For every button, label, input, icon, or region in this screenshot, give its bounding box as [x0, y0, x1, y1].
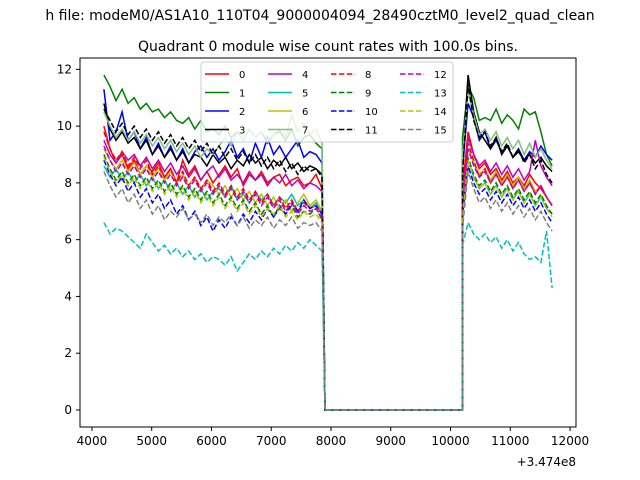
legend-label-11: 11: [365, 126, 378, 137]
legend-label-2: 2: [239, 107, 245, 118]
series-line-15: [103, 171, 553, 411]
legend-label-12: 12: [434, 70, 447, 81]
x-tick-label: 8000: [316, 434, 347, 448]
y-tick-label: 0: [64, 403, 72, 417]
axes: 4000 5000 6000 7000 8000 9000 10000 11000 12000 0…: [57, 57, 589, 448]
legend-label-6: 6: [302, 107, 308, 118]
series-line-14: [103, 157, 553, 411]
x-tick-label: 4000: [77, 434, 108, 448]
y-tick-label: 12: [57, 62, 72, 76]
series-line-12: [103, 145, 553, 411]
x-tick-label: 10000: [431, 434, 469, 448]
legend-label-15: 15: [434, 126, 447, 137]
series-line-5: [103, 159, 553, 411]
legend-box: [200, 61, 454, 143]
y-tick-label: 10: [57, 119, 72, 133]
suptitle: h file: modeM0/AS1A10_110T04_9000004094_…: [45, 8, 594, 24]
series-line-3: [103, 74, 553, 411]
x-tick-label: 7000: [256, 434, 287, 448]
series-line-8: [103, 131, 553, 411]
legend-label-0: 0: [239, 70, 245, 81]
legend-label-8: 8: [365, 70, 371, 81]
chart-title: Quadrant 0 module wise count rates with …: [138, 39, 518, 55]
legend-label-14: 14: [434, 107, 447, 118]
plot-frame: [79, 57, 577, 428]
legend-label-3: 3: [239, 126, 245, 137]
legend-label-5: 5: [302, 89, 308, 100]
legend-label-1: 1: [239, 89, 245, 100]
x-tick-label: 5000: [136, 434, 167, 448]
series-line-13: [103, 220, 553, 411]
legend-label-7: 7: [302, 126, 308, 137]
x-tick-label: 12000: [551, 434, 589, 448]
x-offset-label: +3.474e8: [517, 455, 576, 469]
legend-label-10: 10: [365, 107, 378, 118]
y-tick-label: 8: [64, 176, 72, 190]
series-line-10: [103, 159, 553, 411]
series-line-9: [103, 154, 553, 411]
x-tick-label: 9000: [375, 434, 406, 448]
y-tick-label: 6: [64, 233, 72, 247]
y-tick-label: 4: [64, 289, 72, 303]
series-line-4: [103, 137, 553, 411]
legend-label-13: 13: [434, 89, 447, 100]
series-line-0: [103, 125, 553, 411]
x-tick-label: 11000: [491, 434, 529, 448]
x-tick-label: 6000: [196, 434, 227, 448]
legend-label-4: 4: [302, 70, 308, 81]
y-tick-label: 2: [64, 346, 72, 360]
legend-label-9: 9: [365, 89, 371, 100]
series-line-11: [103, 83, 553, 411]
